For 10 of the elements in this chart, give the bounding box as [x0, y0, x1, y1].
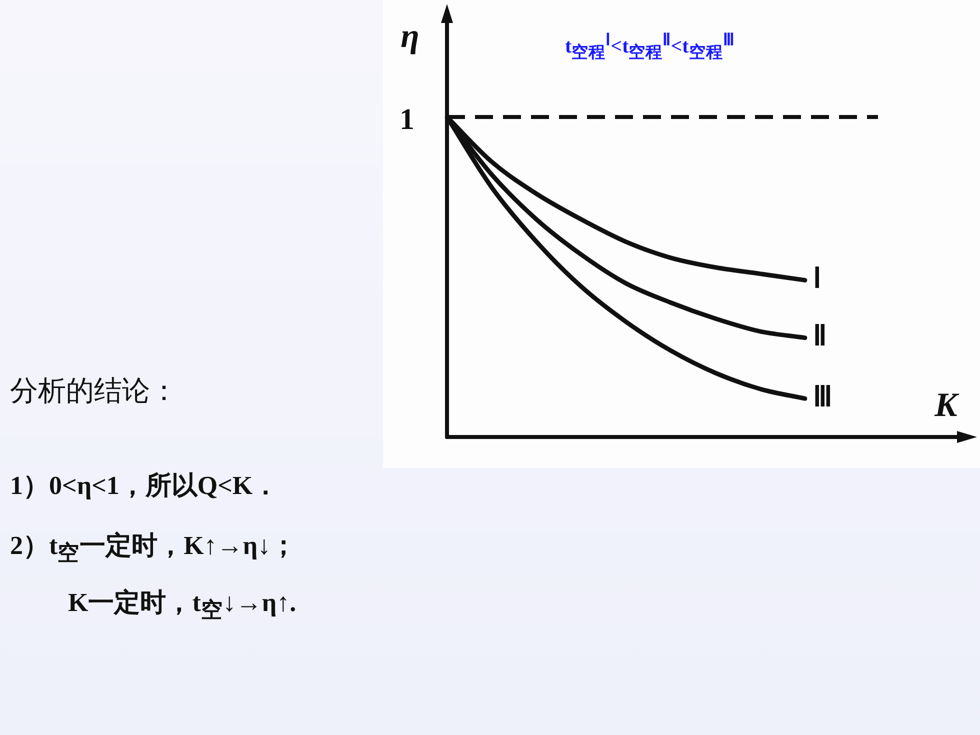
y-axis-title: η [400, 18, 420, 55]
text: K一定时，t$_{空}$↓→η↑. [68, 587, 296, 624]
text: 1）0<η<1，所以Q<K． [10, 470, 279, 502]
ref-line-label: 1 [400, 102, 414, 136]
series-label: Ⅲ [813, 382, 832, 413]
series-label: Ⅱ [813, 321, 827, 352]
text: 2）t$_{空}$一定时，K↑→η↓； [10, 530, 297, 568]
x-axis-title: K [934, 386, 960, 424]
text: 分析的结论： [10, 375, 178, 409]
series-label: Ⅰ [813, 263, 821, 294]
